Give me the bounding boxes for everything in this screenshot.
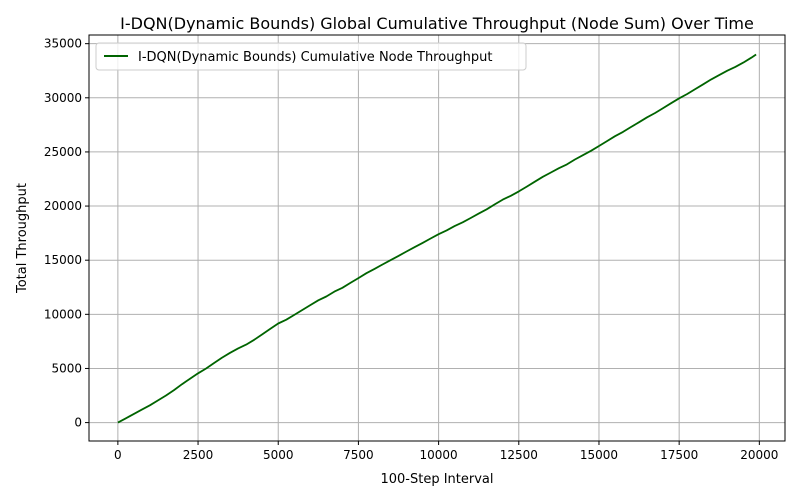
x-tick-label: 12500 — [500, 448, 538, 462]
y-tick-label: 15000 — [44, 253, 82, 267]
x-axis-label: 100-Step Interval — [380, 472, 493, 487]
x-tick-label: 2500 — [183, 448, 214, 462]
y-tick-label: 20000 — [44, 199, 82, 213]
chart-title: I-DQN(Dynamic Bounds) Global Cumulative … — [120, 14, 754, 33]
plot-frame — [88, 34, 786, 442]
x-tick-label: 5000 — [263, 448, 294, 462]
x-tick-label: 17500 — [660, 448, 698, 462]
x-axis-ticks: 0 2500 5000 7500 10000 12500 15000 17500 20000 — [114, 441, 778, 462]
x-tick-label: 20000 — [740, 448, 778, 462]
plot-series — [117, 53, 757, 424]
y-axis-label: Total Throughput — [15, 183, 30, 294]
y-tick-label: 10000 — [44, 307, 82, 321]
y-tick-label: 25000 — [44, 145, 82, 159]
series-line — [117, 53, 757, 424]
x-tick-label: 0 — [114, 448, 122, 462]
legend: I-DQN(Dynamic Bounds) Cumulative Node Th… — [95, 42, 527, 71]
y-axis-ticks: 0 5000 10000 15000 20000 25000 30000 35000 — [44, 37, 89, 430]
y-tick-label: 5000 — [51, 361, 82, 375]
y-tick-label: 35000 — [44, 37, 82, 51]
legend-box — [95, 42, 527, 71]
x-tick-label: 7500 — [343, 448, 374, 462]
x-tick-label: 15000 — [580, 448, 618, 462]
legend-label: I-DQN(Dynamic Bounds) Cumulative Node Th… — [138, 50, 493, 65]
y-tick-label: 0 — [74, 416, 82, 430]
x-tick-label: 10000 — [420, 448, 458, 462]
y-tick-label: 30000 — [44, 91, 82, 105]
